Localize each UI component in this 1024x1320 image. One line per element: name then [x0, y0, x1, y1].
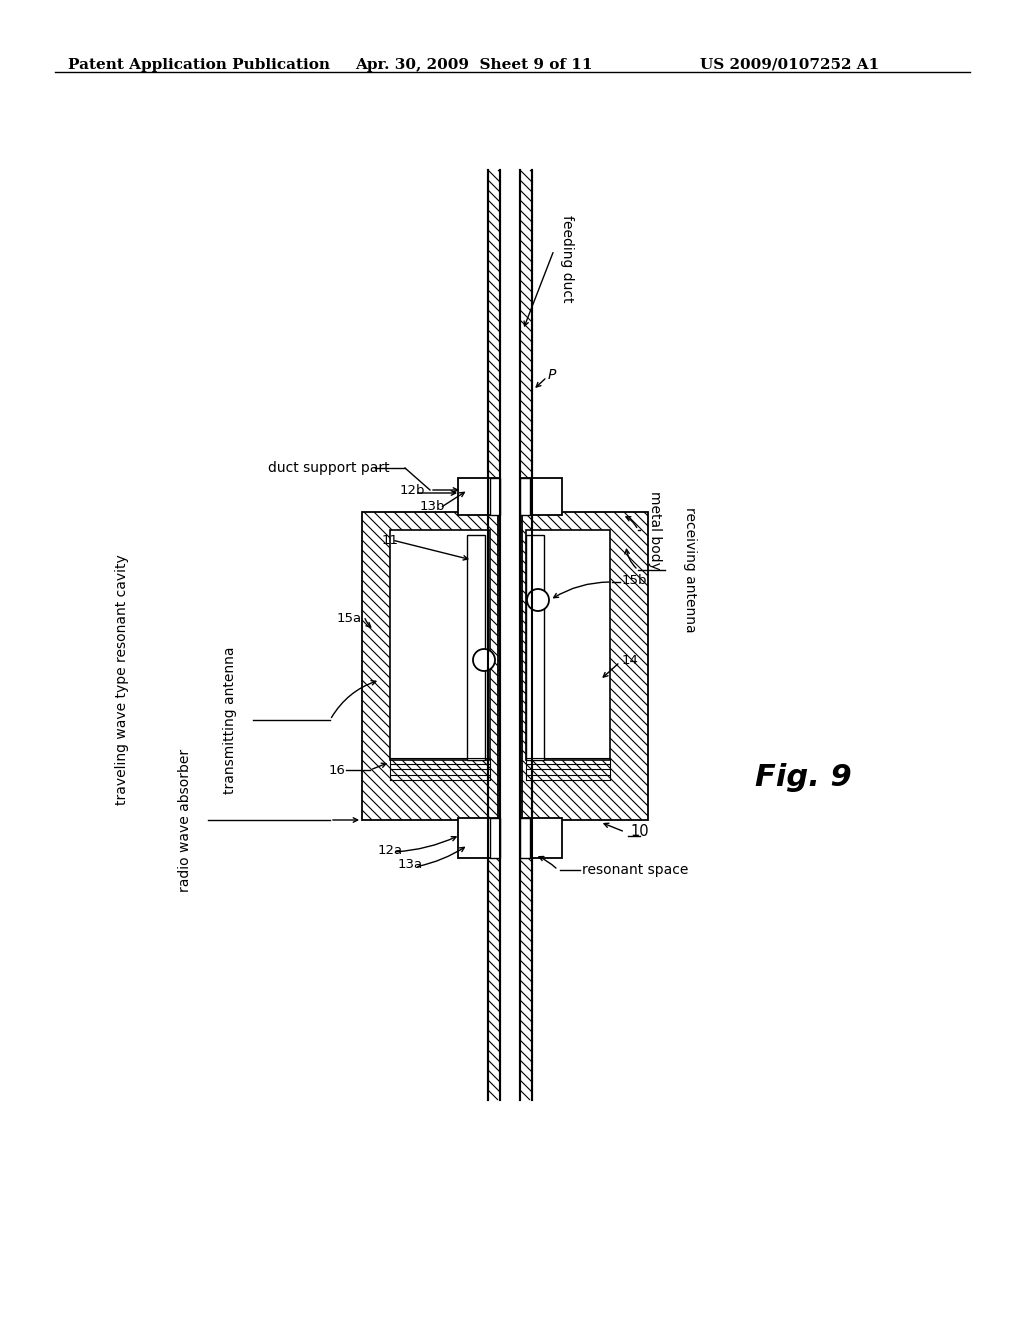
Polygon shape [490, 478, 500, 515]
Text: 13b: 13b [420, 499, 445, 512]
Text: feeding duct: feeding duct [560, 215, 574, 302]
Polygon shape [490, 818, 500, 858]
Text: transmitting antenna: transmitting antenna [223, 647, 237, 793]
Circle shape [473, 649, 495, 671]
Polygon shape [390, 531, 490, 760]
Text: resonant space: resonant space [582, 863, 688, 876]
Text: 10: 10 [630, 825, 648, 840]
Polygon shape [526, 531, 610, 760]
Circle shape [527, 589, 549, 611]
Text: metal body: metal body [648, 491, 662, 569]
Polygon shape [522, 478, 562, 515]
Polygon shape [362, 512, 498, 820]
Text: traveling wave type resonant cavity: traveling wave type resonant cavity [115, 554, 129, 805]
Text: 14: 14 [622, 653, 639, 667]
Text: 16: 16 [328, 763, 345, 776]
Polygon shape [520, 478, 530, 515]
Polygon shape [526, 535, 544, 760]
Text: 12a: 12a [378, 843, 403, 857]
Polygon shape [522, 818, 562, 858]
Polygon shape [520, 818, 530, 858]
Text: radio wave absorber: radio wave absorber [178, 748, 193, 891]
Text: receiving antenna: receiving antenna [683, 507, 697, 632]
Text: 12b: 12b [400, 483, 426, 496]
Text: duct support part: duct support part [268, 461, 389, 475]
Polygon shape [458, 478, 498, 515]
Text: Patent Application Publication: Patent Application Publication [68, 58, 330, 73]
Polygon shape [458, 818, 498, 858]
Text: Apr. 30, 2009  Sheet 9 of 11: Apr. 30, 2009 Sheet 9 of 11 [355, 58, 593, 73]
Polygon shape [467, 535, 485, 760]
Text: 13a: 13a [398, 858, 423, 871]
Text: P: P [548, 368, 556, 381]
Polygon shape [522, 512, 648, 820]
Text: 15b: 15b [622, 573, 647, 586]
Text: US 2009/0107252 A1: US 2009/0107252 A1 [700, 58, 880, 73]
Text: 15a: 15a [337, 611, 362, 624]
Text: Fig. 9: Fig. 9 [755, 763, 852, 792]
Text: 11: 11 [382, 533, 399, 546]
